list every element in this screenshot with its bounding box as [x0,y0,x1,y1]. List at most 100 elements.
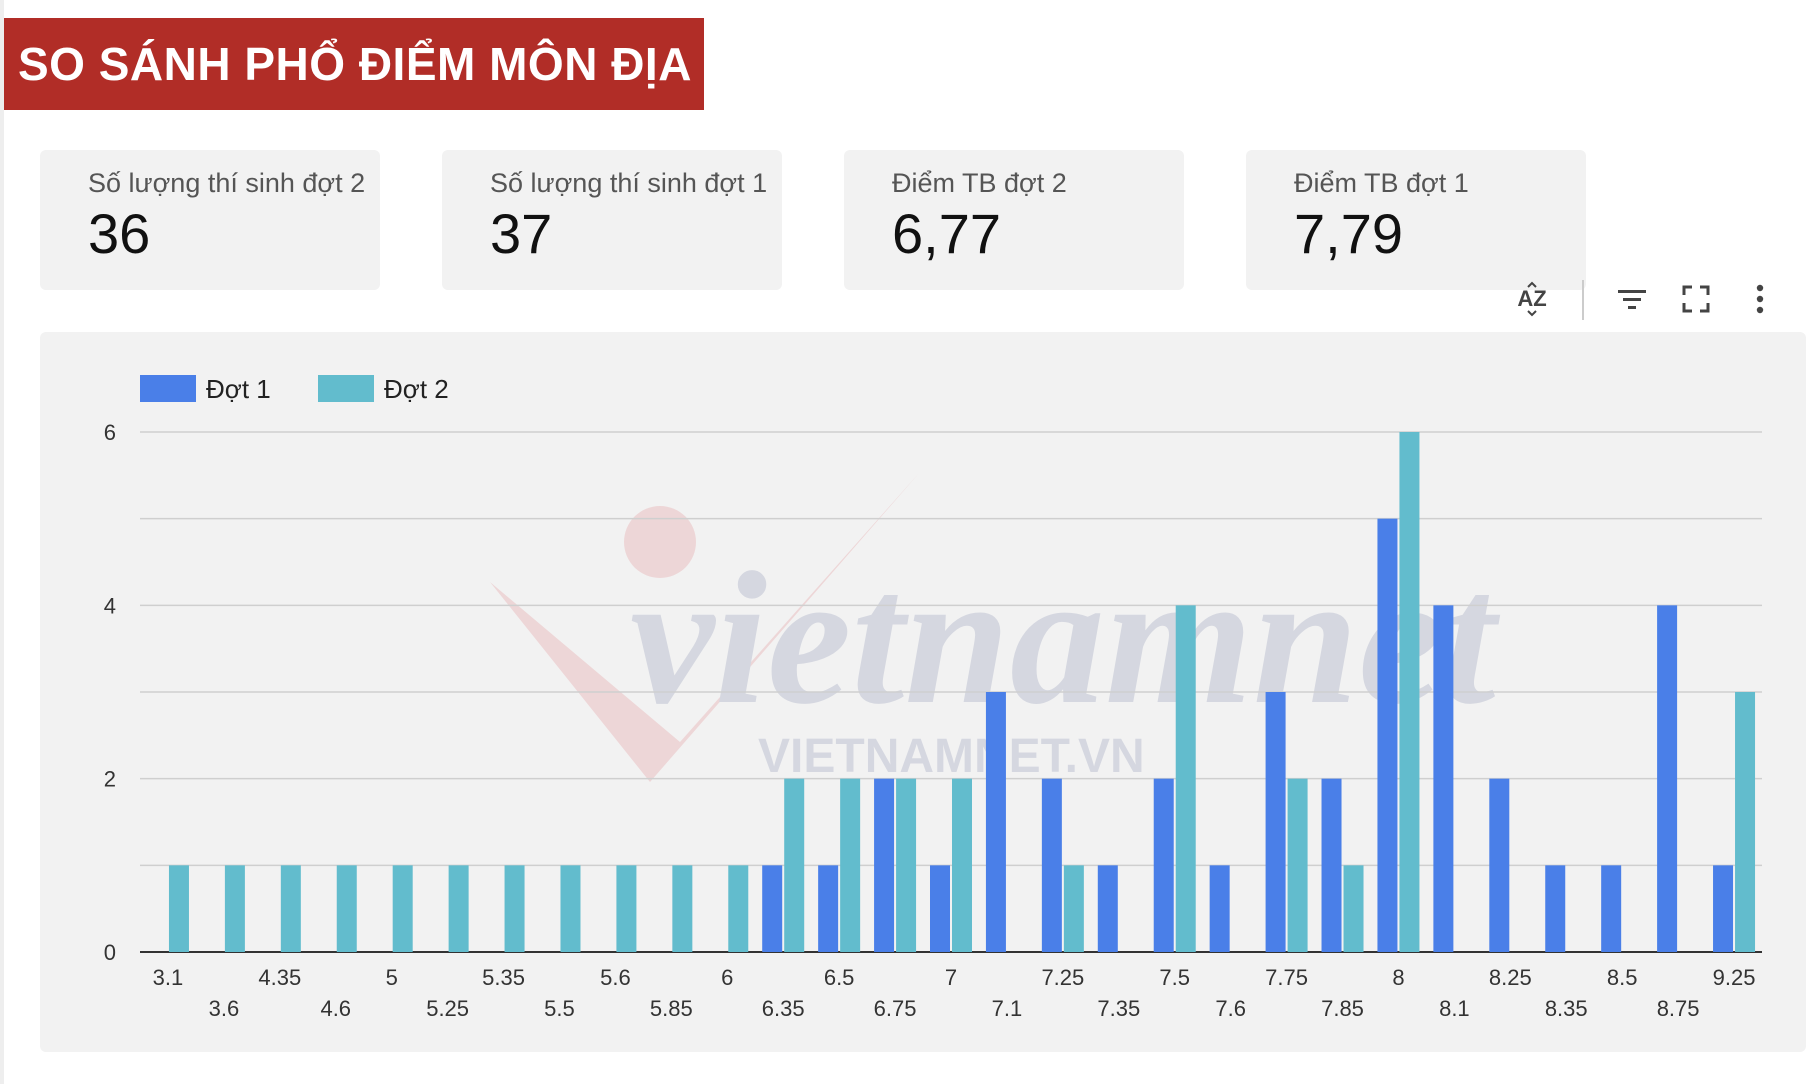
sort-az-icon: AZ [1517,281,1547,317]
bar-round-1 [930,865,950,952]
toolbar-divider [1582,280,1584,320]
bar-round-1 [1041,778,1062,952]
bar-round-1 [818,865,839,952]
bar-round-1 [1713,865,1734,952]
fullscreen-icon [1682,285,1710,313]
bar-round-2 [336,865,357,952]
bar-round-2 [672,865,693,952]
more-vert-icon [1756,284,1764,314]
x-tick-label: 6 [721,965,733,990]
x-tick-label: 5.6 [600,965,631,990]
bar-round-2 [280,865,301,952]
bar-round-2 [504,865,525,952]
bar-round-1 [1209,865,1230,952]
bar-round-1 [1657,605,1678,952]
y-axis: 0 2 4 6 [104,420,116,965]
x-tick-label: 7.75 [1265,965,1308,990]
bar-round-2 [224,865,245,952]
kpi-card-average-round-1: Điểm TB đợt 1 7,79 [1246,150,1586,290]
more-options-button[interactable] [1738,276,1782,322]
bar-round-2 [168,865,189,952]
x-tick-label: 7.5 [1159,965,1190,990]
x-tick-label: 7.25 [1041,965,1084,990]
bar-round-2 [784,778,805,952]
bar-round-2 [1063,865,1084,952]
bar-round-1 [1097,865,1118,952]
kpi-label: Điểm TB đợt 2 [892,168,1067,198]
legend-label: Đợt 2 [384,374,449,404]
x-tick-label: 7.6 [1215,996,1246,1021]
bar-round-2 [1735,692,1756,952]
fullscreen-button[interactable] [1674,276,1718,322]
bar-round-2 [448,865,469,952]
bar-round-2 [728,865,749,952]
kpi-card-average-round-2: Điểm TB đợt 2 6,77 [844,150,1184,290]
kpi-value: 36 [88,202,151,265]
x-tick-label: 7 [945,965,957,990]
chart-panel: vietnamnet VIETNAMNET.VN 0 2 4 6 3.1 3.6 4.35… [40,332,1806,1052]
kpi-value: 6,77 [892,202,1001,265]
x-tick-label: 7.1 [992,996,1023,1021]
y-tick-label: 2 [104,767,116,792]
bar-round-1 [1433,605,1454,952]
bar-round-2 [840,778,861,952]
x-tick-label: 3.6 [209,996,240,1021]
x-tick-label: 3.1 [153,965,184,990]
x-tick-label: 9.25 [1713,965,1756,990]
bar-round-2 [1175,605,1196,952]
y-tick-label: 4 [104,593,116,618]
filter-button[interactable] [1610,276,1654,322]
bar-round-2 [952,778,972,952]
bar-round-1 [1601,865,1622,952]
x-tick-label: 4.35 [258,965,301,990]
watermark-url-text: VIETNAMNET.VN [758,730,1145,783]
gridlines [140,431,1762,953]
x-tick-label: 6.35 [762,996,805,1021]
kpi-label: Số lượng thí sinh đợt 1 [490,168,768,198]
bar-round-1 [1265,692,1286,952]
kpi-value: 37 [490,202,553,265]
bar-round-1 [1489,778,1510,952]
bar-round-1 [1153,778,1174,952]
x-tick-label: 5.35 [482,965,525,990]
x-tick-label: 7.35 [1097,996,1140,1021]
x-tick-label: 8.5 [1607,965,1638,990]
kpi-card-candidates-round-2: Số lượng thí sinh đợt 2 36 [40,150,380,290]
x-tick-label: 6.5 [824,965,855,990]
legend-label: Đợt 1 [206,374,271,404]
filter-icon [1618,290,1646,309]
x-tick-label: 8.1 [1439,996,1470,1021]
left-border [0,0,4,1084]
kpi-card-candidates-round-1: Số lượng thí sinh đợt 1 37 [442,150,782,290]
bar-round-2 [1287,778,1308,952]
watermark-logo-text: vietnamnet [630,534,1501,744]
bar-round-1 [762,865,783,952]
x-axis: 3.1 3.6 4.35 4.6 5 5.25 5.35 5.5 5.6 5.85 6 6.35 6.5… [153,965,1756,1021]
sort-az-text: AZ [1517,286,1546,311]
bar-round-2 [896,778,917,952]
x-tick-label: 5 [386,965,398,990]
watermark-logo: vietnamnet VIETNAMNET.VN [490,472,1501,783]
bar-round-2 [616,865,637,952]
x-tick-label: 5.25 [426,996,469,1021]
bar-round-1 [874,778,895,952]
kpi-label: Số lượng thí sinh đợt 2 [88,168,366,198]
kpi-value: 7,79 [1294,202,1403,265]
legend-swatch [318,375,374,402]
x-tick-label: 7.85 [1321,996,1364,1021]
bar-round-2 [392,865,413,952]
x-tick-label: 5.85 [650,996,693,1021]
legend: Đợt 1 Đợt 2 [140,374,449,404]
y-tick-label: 6 [104,420,116,445]
bar-round-2 [1399,432,1420,952]
x-tick-label: 5.5 [544,996,575,1021]
bar-round-2 [1343,865,1364,952]
x-tick-label: 8 [1392,965,1404,990]
x-tick-label: 8.75 [1657,996,1700,1021]
bars [168,432,1756,952]
x-tick-label: 8.35 [1545,996,1588,1021]
x-tick-label: 6.75 [874,996,917,1021]
y-tick-label: 0 [104,940,116,965]
page-title: SO SÁNH PHỔ ĐIỂM MÔN ĐỊA [4,18,704,110]
sort-az-button[interactable]: AZ [1510,276,1554,322]
